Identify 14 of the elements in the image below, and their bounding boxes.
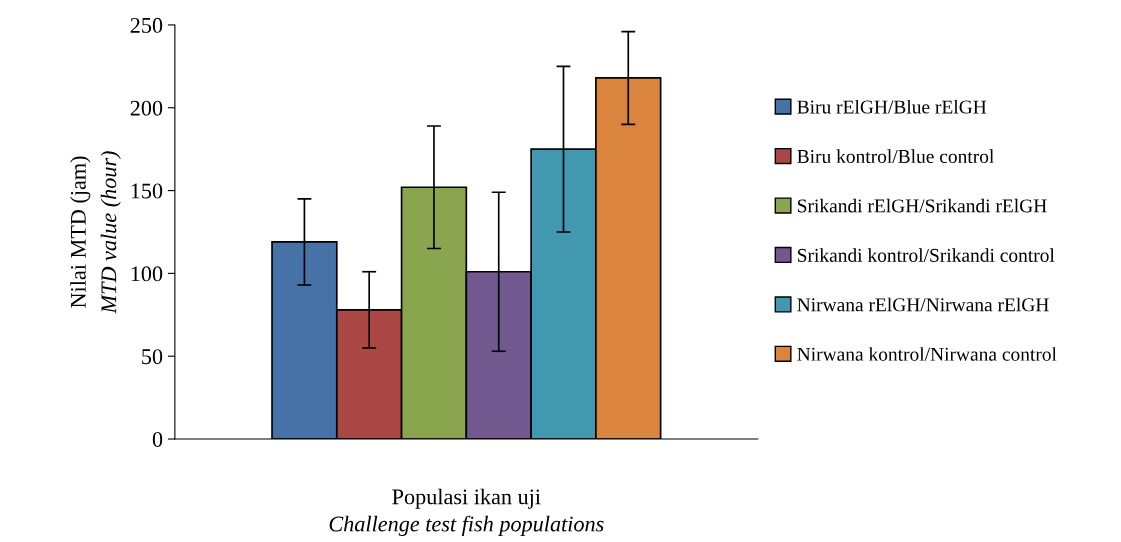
y-tick-label: 200: [130, 100, 163, 116]
y-tick-label: 50: [142, 349, 163, 365]
text: Populasi ikan uji Challenge test fish populations: [329, 488, 604, 536]
text: Nilai MTD (jam) MTD value (hour): [70, 151, 121, 314]
legend-label: Biru kontrol/Blue control: [797, 149, 994, 164]
legend-label: Srikandi kontrol/Srikandi control: [797, 248, 1055, 262]
legend-label: Biru rElGH/Blue rElGH: [797, 99, 987, 114]
y-tick-label: 100: [131, 266, 163, 282]
y-tick-label: 0: [152, 431, 163, 447]
legend-label: Srikandi rElGH/Srikandi rElGH: [797, 198, 1047, 213]
y-tick-label: 150: [131, 183, 163, 199]
legend-label: Nirwana rElGH/Nirwana rElGH: [797, 297, 1049, 312]
y-tick-label: 250: [130, 17, 163, 33]
legend-label: Nirwana kontrol/Nirwana control: [797, 347, 1057, 361]
